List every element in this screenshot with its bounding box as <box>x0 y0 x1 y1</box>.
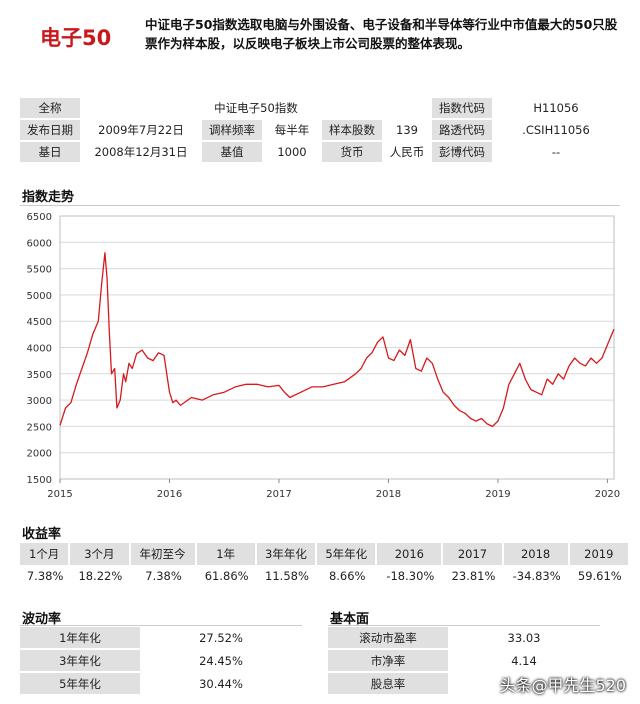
returns-value-5y: 8.66% <box>328 569 366 583</box>
index-description: 中证电子50指数选取电脑与外围设备、电子设备和半导体等行业中市值最大的50只股票… <box>145 17 618 51</box>
fundamentals-row: 市净率 4.14 <box>328 648 600 671</box>
x-tick-label: 2020 <box>595 489 620 500</box>
index-code-value: H11056 <box>533 101 579 115</box>
returns-header-2018: 2018 <box>503 543 570 565</box>
bloomberg-value: -- <box>492 140 620 162</box>
base-date-value: 2008年12月31日 <box>80 140 202 162</box>
publish-date-value: 2009年7月22日 <box>80 118 202 140</box>
info-row-1: 全称 中证电子50指数 指数代码 H11056 <box>20 98 620 118</box>
chart-section-title: 指数走势 <box>22 190 75 205</box>
index-code-label: 指数代码 <box>432 98 492 118</box>
returns-value-2019: 59.61% <box>577 569 622 583</box>
index-series-line <box>59 252 615 428</box>
returns-value-1y: 61.86% <box>204 569 249 583</box>
fundamentals-label: 市净率 <box>328 648 448 671</box>
bloomberg-label: 彭博代码 <box>432 140 492 162</box>
volatility-row: 3年年化 24.45% <box>20 648 302 671</box>
y-tick-label: 5000 <box>27 291 52 302</box>
rebalance-label: 调样频率 <box>202 118 262 140</box>
fundamentals-divider <box>328 625 600 626</box>
y-tick-label: 3000 <box>27 396 52 407</box>
volatility-divider <box>20 625 302 626</box>
returns-header-1y: 1年 <box>196 543 257 565</box>
volatility-label: 1年年化 <box>20 627 140 648</box>
index-trend-chart: 1500 2000 2500 3000 3500 4000 4500 5000 5500 6000… <box>27 212 621 500</box>
x-tick-label: 2019 <box>485 489 510 500</box>
returns-header-3y: 3年年化 <box>256 543 318 565</box>
fundamentals-row: 滚动市盈率 33.03 <box>328 627 600 648</box>
fundamentals-label: 股息率 <box>328 671 448 694</box>
base-value-value: 1000 <box>262 140 322 162</box>
info-table: 全称 中证电子50指数 指数代码 H11056 发布日期 2009年7月22日 … <box>20 98 620 162</box>
returns-header-2016: 2016 <box>377 543 444 565</box>
returns-header-2019: 2019 <box>569 543 630 565</box>
rebalance-value: 每半年 <box>262 118 322 140</box>
fundamentals-value <box>448 671 600 694</box>
returns-header-1m: 1个月 <box>20 543 71 565</box>
returns-value-ytd: 7.38% <box>145 569 182 583</box>
volatility-label: 5年年化 <box>20 671 140 694</box>
full-name-value: 中证电子50指数 <box>214 101 298 115</box>
reuters-label: 路透代码 <box>432 118 492 140</box>
x-tick-label: 2015 <box>47 489 72 500</box>
constituents-label: 样本股数 <box>322 118 382 140</box>
y-tick-label: 4000 <box>27 344 52 355</box>
returns-value-3m: 18.22% <box>78 569 123 583</box>
y-tick-label: 6000 <box>27 238 52 249</box>
returns-header-2017: 2017 <box>443 543 504 565</box>
y-tick-label: 4500 <box>27 317 52 328</box>
volatility-label: 3年年化 <box>20 648 140 671</box>
returns-value-2018: -34.83% <box>512 569 561 583</box>
returns-value-row: 7.38% 18.22% 7.38% 61.86% 11.58% 8.66% -… <box>20 565 630 587</box>
fundamentals-label: 滚动市盈率 <box>328 627 448 648</box>
x-tick-label: 2018 <box>376 489 401 500</box>
index-title: 电子50 <box>40 26 112 50</box>
returns-value-2016: -18.30% <box>386 569 435 583</box>
fundamentals-value: 33.03 <box>507 630 541 645</box>
currency-value: 人民币 <box>382 140 432 162</box>
x-tick-label: 2017 <box>266 489 291 500</box>
returns-table: 1个月 3个月 年初至今 1年 3年年化 5年年化 2016 2017 2018… <box>20 543 630 587</box>
fundamentals-section-title: 基本面 <box>330 612 370 627</box>
info-row-2: 发布日期 2009年7月22日 调样频率 每半年 样本股数 139 路透代码 .… <box>20 118 620 140</box>
volatility-value: 30.44% <box>140 671 302 694</box>
base-value-label: 基值 <box>202 140 262 162</box>
returns-value-3y: 11.58% <box>265 569 309 583</box>
constituents-value: 139 <box>382 118 432 140</box>
y-tick-label: 1500 <box>27 475 52 486</box>
returns-section-title: 收益率 <box>22 527 62 542</box>
fundamentals-value: 4.14 <box>448 648 600 671</box>
y-tick-label: 2000 <box>27 449 52 460</box>
returns-header-3m: 3个月 <box>70 543 131 565</box>
watermark: 头条@甲先生520 <box>499 676 626 695</box>
info-row-3: 基日 2008年12月31日 基值 1000 货币 人民币 彭博代码 -- <box>20 140 620 162</box>
fundamentals-row: 股息率 <box>328 671 600 694</box>
currency-label: 货币 <box>322 140 382 162</box>
base-date-label: 基日 <box>20 140 80 162</box>
y-tick-label: 2500 <box>27 422 52 433</box>
returns-header-ytd: 年初至今 <box>130 543 197 565</box>
y-tick-label: 6500 <box>27 212 52 223</box>
fundamentals-table: 滚动市盈率 33.03 市净率 4.14 股息率 <box>328 627 600 694</box>
returns-value-2017: 23.81% <box>451 569 496 583</box>
volatility-row: 5年年化 30.44% <box>20 671 302 694</box>
full-name-label: 全称 <box>20 98 80 118</box>
volatility-value: 24.45% <box>140 648 302 671</box>
volatility-table: 1年年化 27.52% 3年年化 24.45% 5年年化 30.44% <box>20 627 302 694</box>
returns-value-1m: 7.38% <box>26 569 64 583</box>
chart-section-divider <box>20 205 620 206</box>
volatility-value: 27.52% <box>199 630 243 645</box>
plot-area-border <box>59 215 615 480</box>
publish-date-label: 发布日期 <box>20 118 80 140</box>
x-tick-label: 2016 <box>157 489 182 500</box>
reuters-value: .CSIH11056 <box>492 118 620 140</box>
volatility-section-title: 波动率 <box>22 612 62 627</box>
y-tick-label: 5500 <box>27 265 52 276</box>
y-tick-label: 3500 <box>27 370 52 381</box>
volatility-row: 1年年化 27.52% <box>20 627 302 648</box>
returns-header-5y: 5年年化 <box>317 543 378 565</box>
returns-header-row: 1个月 3个月 年初至今 1年 3年年化 5年年化 2016 2017 2018… <box>20 543 630 565</box>
